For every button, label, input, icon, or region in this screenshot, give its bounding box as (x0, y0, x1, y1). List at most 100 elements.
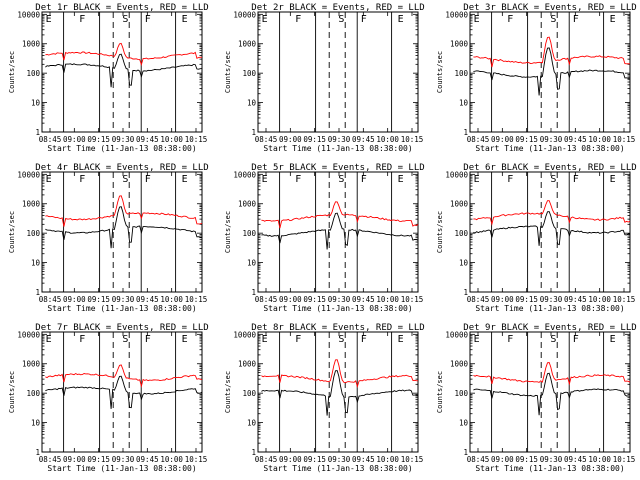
x-tick-label: 09:00 (491, 295, 514, 304)
panel-6: Det 6r BLACK = Events, RED = LLD 1 10 100 10… (436, 163, 637, 313)
interval-marker: F (295, 174, 301, 185)
panel-title: Det 3r BLACK = Events, RED = LLD (463, 3, 636, 13)
plot-frame (257, 171, 419, 293)
y-tick-label: 100 (26, 229, 40, 238)
y-tick-label: 10000 (233, 330, 256, 339)
y-tick-label: 10000 (233, 10, 256, 19)
x-axis-label: Start Time (11-Jan-13 08:38:00) (475, 304, 624, 313)
interval-marker: E (262, 334, 268, 345)
y-axis-label: Counts/sec (8, 211, 16, 253)
x-tick-label: 10:15 (613, 295, 636, 304)
y-tick-label: 100 (242, 69, 256, 78)
interval-marker: F (79, 174, 85, 185)
x-axis-label: Start Time (11-Jan-13 08:38:00) (263, 144, 412, 153)
events-series-line (45, 375, 203, 409)
events-series-line (261, 212, 419, 250)
panel-title: Det 2r BLACK = Events, RED = LLD (251, 3, 424, 13)
x-tick-label: 09:15 (515, 135, 538, 144)
x-axis-label: Start Time (11-Jan-13 08:38:00) (475, 144, 624, 153)
interval-marker: F (573, 14, 579, 25)
x-tick-label: 09:30 (540, 455, 563, 464)
panel-title: Det 1r BLACK = Events, RED = LLD (35, 3, 208, 13)
plot-frame (41, 171, 203, 293)
interval-marker: E (46, 14, 52, 25)
lld-series-line (45, 195, 203, 227)
panel-8: Det 8r BLACK = Events, RED = LLD 1 10 100 10… (224, 323, 425, 473)
interval-marker: F (145, 174, 151, 185)
x-tick-label: 09:00 (63, 295, 86, 304)
interval-marker: S (338, 14, 344, 25)
panel-title: Det 8r BLACK = Events, RED = LLD (251, 323, 424, 333)
x-tick-label: 09:15 (303, 455, 326, 464)
interval-marker: E (182, 334, 188, 345)
interval-marker: F (573, 334, 579, 345)
y-tick-label: 1000 (22, 200, 41, 209)
interval-marker: S (550, 174, 556, 185)
y-tick-label: 1000 (238, 40, 257, 49)
y-tick-label: 1000 (238, 360, 257, 369)
y-tick-label: 10000 (233, 170, 256, 179)
interval-marker: E (474, 14, 480, 25)
x-tick-label: 08:45 (255, 455, 278, 464)
y-tick-label: 10000 (445, 330, 468, 339)
x-tick-label: 09:45 (564, 455, 587, 464)
x-tick-label: 09:00 (279, 135, 302, 144)
interval-marker: S (122, 334, 128, 345)
panel-title: Det 9r BLACK = Events, RED = LLD (463, 323, 636, 333)
y-tick-label: 1 (463, 448, 468, 457)
x-tick-label: 09:00 (279, 295, 302, 304)
y-tick-label: 1 (35, 448, 40, 457)
x-tick-label: 09:30 (328, 455, 351, 464)
x-tick-label: 09:00 (279, 455, 302, 464)
interval-marker: E (474, 334, 480, 345)
y-tick-label: 10 (31, 99, 41, 108)
interval-marker: E (398, 334, 404, 345)
y-tick-label: 1 (35, 128, 40, 137)
x-tick-label: 09:30 (112, 295, 135, 304)
panel-title: Det 7r BLACK = Events, RED = LLD (35, 323, 208, 333)
plot-frame (41, 11, 203, 133)
x-tick-label: 08:45 (39, 455, 62, 464)
x-tick-label: 09:30 (112, 455, 135, 464)
y-tick-label: 1000 (238, 200, 257, 209)
y-axis-label: Counts/sec (224, 51, 232, 93)
x-axis-label: Start Time (11-Jan-13 08:38:00) (47, 304, 196, 313)
x-tick-label: 09:15 (87, 295, 110, 304)
x-tick-label: 09:30 (328, 295, 351, 304)
interval-marker: E (610, 14, 616, 25)
y-tick-label: 1 (251, 288, 256, 297)
events-series-line (45, 53, 203, 88)
interval-marker: E (182, 174, 188, 185)
lld-series-line (473, 361, 631, 386)
panel-title: Det 4r BLACK = Events, RED = LLD (35, 163, 208, 173)
y-axis-label: Counts/sec (224, 211, 232, 253)
x-tick-label: 10:15 (185, 295, 208, 304)
x-tick-label: 09:45 (136, 455, 159, 464)
y-tick-label: 10000 (17, 170, 40, 179)
x-tick-label: 10:00 (160, 295, 183, 304)
y-tick-label: 1 (35, 288, 40, 297)
events-series-line (473, 372, 631, 416)
y-axis-label: Counts/sec (224, 371, 232, 413)
lld-series-line (261, 359, 419, 389)
interval-marker: F (145, 14, 151, 25)
interval-marker: E (262, 14, 268, 25)
y-tick-label: 10000 (445, 10, 468, 19)
x-tick-label: 10:00 (588, 455, 611, 464)
x-tick-label: 09:30 (112, 135, 135, 144)
panel-9: Det 9r BLACK = Events, RED = LLD 1 10 100 10… (436, 323, 637, 473)
plot-frame (469, 331, 631, 453)
y-tick-label: 10 (247, 259, 257, 268)
y-tick-label: 10 (247, 99, 257, 108)
y-tick-label: 100 (242, 229, 256, 238)
x-tick-label: 09:00 (63, 135, 86, 144)
lld-series-line (473, 36, 631, 68)
x-tick-label: 10:15 (185, 455, 208, 464)
x-axis-label: Start Time (11-Jan-13 08:38:00) (47, 464, 196, 473)
interval-marker: F (573, 174, 579, 185)
x-tick-label: 10:00 (588, 135, 611, 144)
interval-marker: F (79, 14, 85, 25)
interval-marker: F (361, 334, 367, 345)
y-tick-label: 10 (459, 99, 469, 108)
